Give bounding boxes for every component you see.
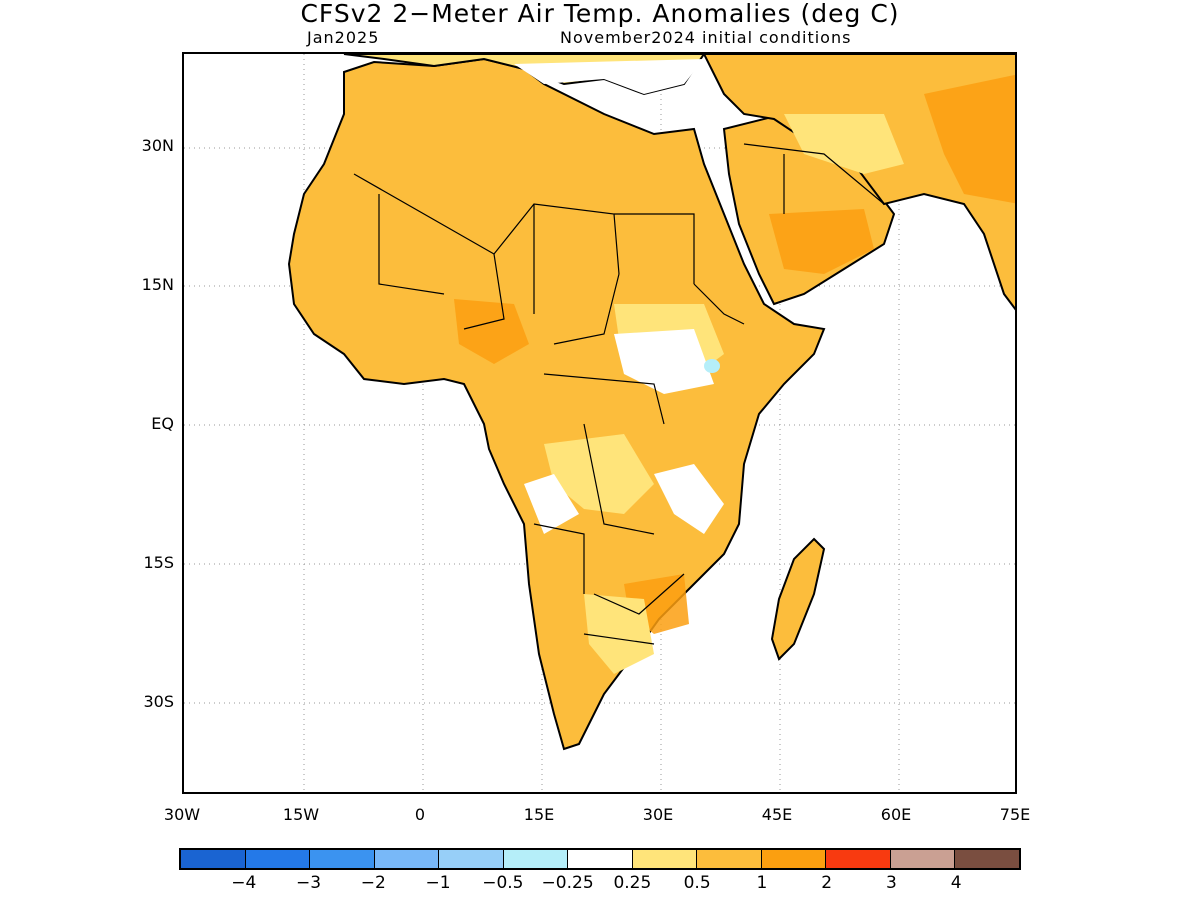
lon-label-60e: 60E [880,805,912,824]
lon-label-30e: 30E [642,805,674,824]
map-canvas [184,54,1015,792]
colorbar-swatch [439,850,504,868]
lat-label-eq: EQ [151,414,174,433]
lat-label-30s: 30S [143,692,174,711]
lon-label-15e: 15E [523,805,555,824]
anomaly-1-to-2 [454,74,1015,634]
colorbar-swatch [310,850,375,868]
lon-label-30w: 30W [163,805,201,824]
colorbar-tick-label: 2 [821,873,833,893]
colorbar-swatch [503,850,569,868]
colorbar-tick-label: −0.25 [541,873,594,893]
colorbar-tick-label: −4 [231,873,257,893]
lon-label-75e: 75E [999,805,1031,824]
anomaly-cool-spot [704,359,720,373]
colorbar-swatch [632,850,698,868]
colorbar-tick-label: 0.25 [613,873,652,893]
colorbar-tick-label: 3 [886,873,897,893]
initial-conditions: November2024 initial conditions [560,28,852,47]
anomaly-near-zero [514,59,724,534]
colorbar-tick-label: 1 [756,873,768,893]
map-panel [182,52,1017,794]
colorbar-tick-label: −0.5 [482,873,524,893]
madagascar [770,537,826,661]
colorbar-swatch [761,850,827,868]
lat-label-15n: 15N [141,275,174,294]
colorbar-swatch [374,850,440,868]
valid-month: Jan2025 [307,28,380,47]
colorbar-tick-label: −1 [425,873,451,893]
map-title: CFSv2 2−Meter Air Temp. Anomalies (deg C… [300,0,900,28]
colorbar-tick-label: 4 [950,873,962,893]
lon-label-15w: 15W [282,805,320,824]
colorbar-tick-label: 0.5 [683,873,711,893]
colorbar-swatch [826,850,891,868]
colorbar [179,848,1021,870]
lat-label-15s: 15S [143,553,174,572]
colorbar-swatch [697,850,762,868]
lon-label-45e: 45E [761,805,793,824]
colorbar-swatch [890,850,956,868]
colorbar-swatch [955,850,1019,868]
colorbar-swatch [245,850,311,868]
colorbar-tick-label: −3 [296,873,322,893]
country-borders [353,143,885,645]
lat-label-30n: 30N [141,136,174,155]
lon-label-0: 0 [414,805,426,824]
colorbar-swatch [568,850,633,868]
colorbar-swatch [181,850,246,868]
colorbar-tick-label: −2 [360,873,386,893]
